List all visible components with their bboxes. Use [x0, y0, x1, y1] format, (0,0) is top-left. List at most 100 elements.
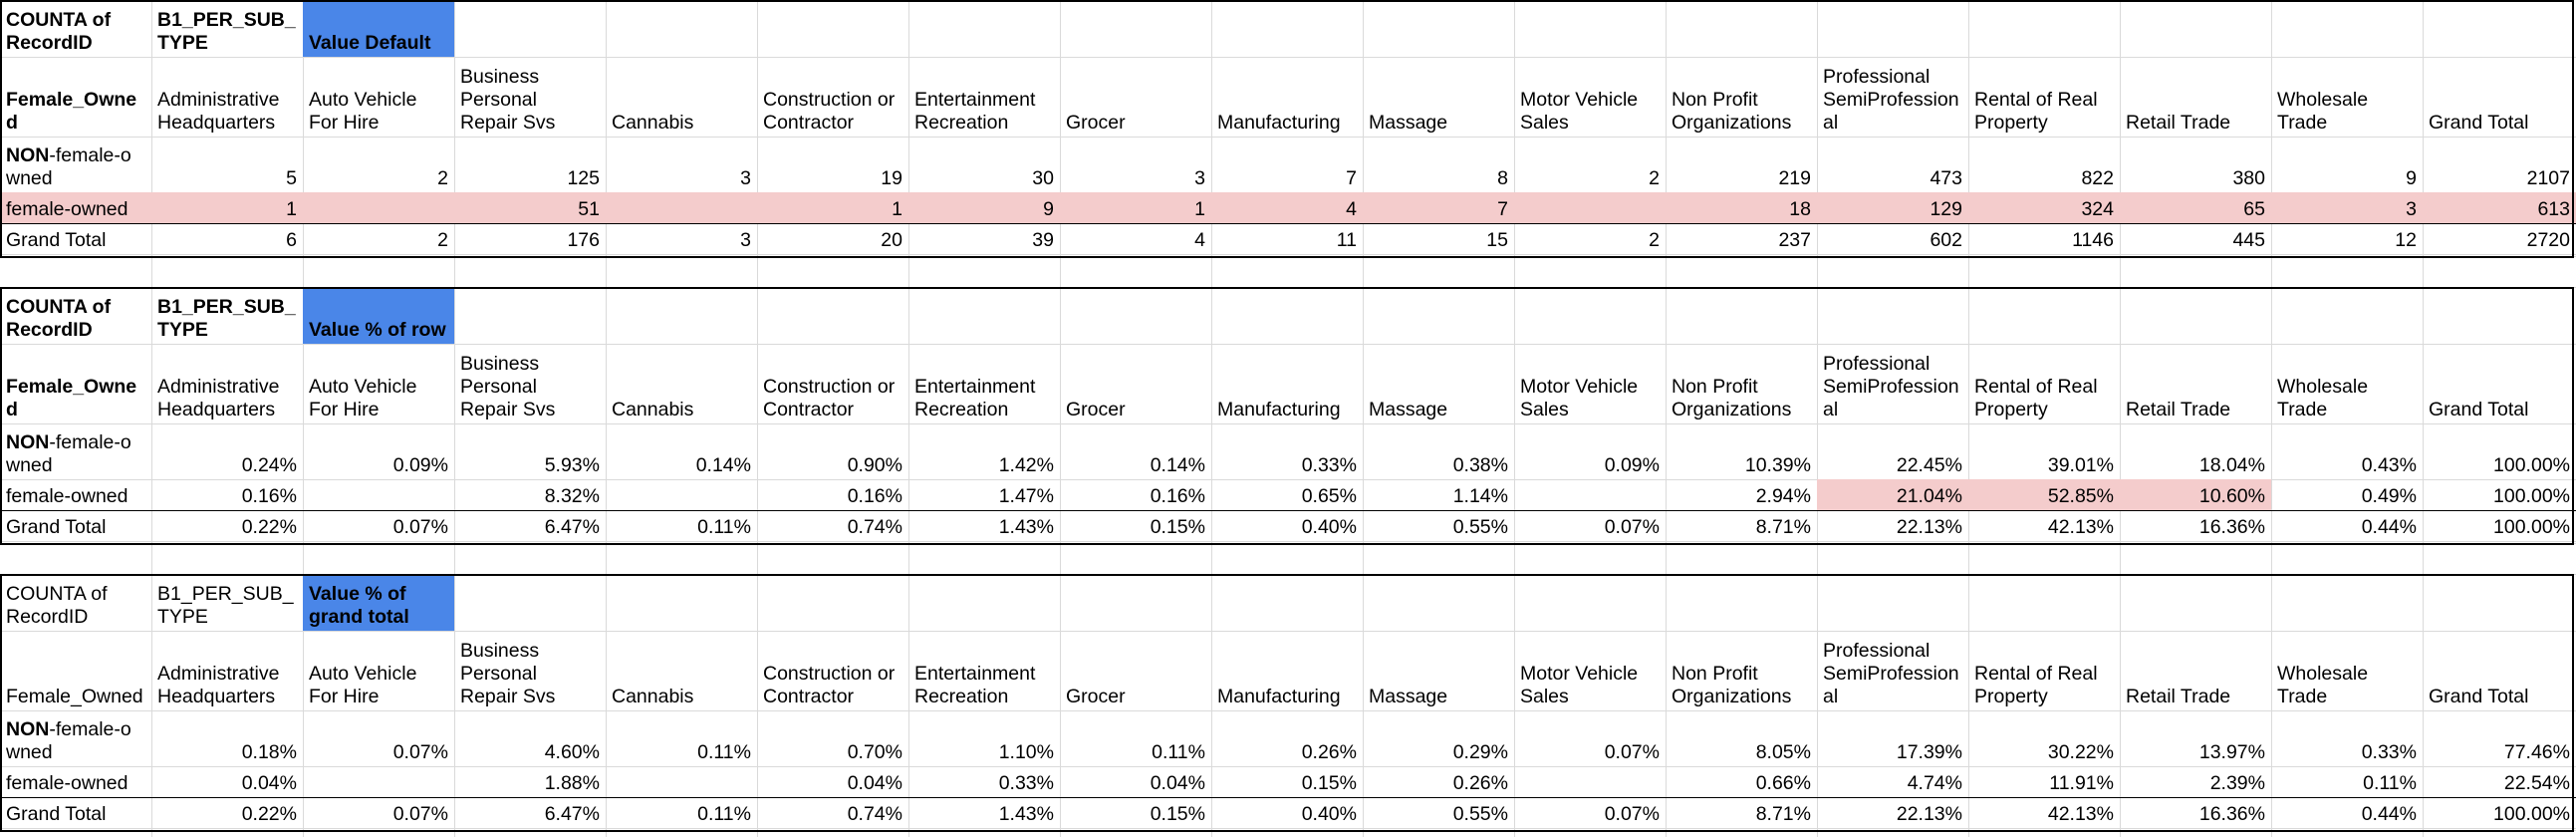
row-label[interactable]: NON-female-o wned — [0, 137, 151, 192]
value-cell[interactable]: 42.13% — [2047, 516, 2114, 538]
value-cell[interactable]: 0.07% — [1604, 516, 1660, 538]
value-cell[interactable]: 15 — [1486, 229, 1508, 251]
value-cell[interactable]: 100.00% — [2493, 454, 2570, 476]
row-label[interactable]: female-owned — [0, 766, 151, 797]
value-cell[interactable]: 10.39% — [1744, 454, 1811, 476]
column-header[interactable]: Retail Trade — [2126, 686, 2231, 707]
value-cell[interactable]: 2 — [437, 167, 448, 189]
value-cell[interactable]: 0.24% — [241, 454, 297, 476]
value-cell[interactable]: 0.90% — [847, 454, 902, 476]
column-header[interactable]: Auto Vehicle For Hire — [309, 376, 417, 420]
value-cell[interactable]: 12 — [2395, 229, 2417, 251]
column-header[interactable]: Grocer — [1066, 112, 1126, 134]
pivot-column-field[interactable]: B1_PER_SUB_ TYPE — [157, 9, 296, 54]
value-cell[interactable]: 22.45% — [1896, 454, 1962, 476]
value-cell[interactable]: 51 — [578, 198, 600, 220]
value-cell[interactable]: 176 — [567, 229, 600, 251]
value-cell[interactable]: 1 — [286, 198, 297, 220]
value-cell[interactable]: 237 — [1778, 229, 1811, 251]
column-header[interactable]: Non Profit Organizations — [1672, 89, 1792, 134]
value-cell[interactable]: 613 — [2537, 198, 2570, 220]
value-cell[interactable]: 2.39% — [2209, 772, 2265, 794]
pivot-row-field[interactable]: Female_Owne d — [6, 376, 137, 420]
value-cell[interactable]: 0.70% — [847, 741, 902, 763]
value-cell[interactable]: 2 — [1649, 167, 1660, 189]
row-label[interactable]: female-owned — [0, 192, 151, 223]
column-header[interactable]: Construction or Contractor — [763, 376, 896, 420]
value-cell[interactable]: 8 — [1497, 167, 1508, 189]
column-header[interactable]: Professional SemiProfession al — [1823, 640, 1959, 707]
value-cell[interactable]: 0.11% — [2363, 772, 2417, 794]
value-cell[interactable]: 0.40% — [1301, 516, 1357, 538]
column-header[interactable]: Motor Vehicle Sales — [1520, 663, 1639, 707]
value-cell[interactable]: 4.74% — [1907, 772, 1962, 794]
value-cell[interactable]: 8.05% — [1755, 741, 1811, 763]
value-cell[interactable]: 0.16% — [847, 485, 902, 507]
value-cell[interactable]: 473 — [1930, 167, 1962, 189]
value-cell[interactable]: 19 — [881, 167, 902, 189]
value-cell[interactable]: 0.26% — [1452, 772, 1508, 794]
pivot-value-type-header[interactable]: Value % of row — [303, 289, 454, 344]
value-cell[interactable]: 219 — [1778, 167, 1811, 189]
column-header[interactable]: Grand Total — [2429, 399, 2529, 420]
value-cell[interactable]: 6 — [286, 229, 297, 251]
value-cell[interactable]: 2 — [437, 229, 448, 251]
value-cell[interactable]: 822 — [2081, 167, 2114, 189]
value-cell[interactable]: 21.04% — [1896, 485, 1962, 507]
value-cell[interactable]: 0.33% — [998, 772, 1054, 794]
value-cell[interactable]: 602 — [1930, 229, 1962, 251]
value-cell[interactable]: 52.85% — [2047, 485, 2114, 507]
value-cell[interactable]: 42.13% — [2047, 803, 2114, 825]
value-cell[interactable]: 1.43% — [998, 803, 1054, 825]
value-cell[interactable]: 9 — [2406, 167, 2417, 189]
value-cell[interactable]: 0.07% — [392, 516, 448, 538]
column-header[interactable]: Manufacturing — [1217, 112, 1341, 134]
column-header[interactable]: Manufacturing — [1217, 686, 1341, 707]
column-header[interactable]: Construction or Contractor — [763, 663, 896, 707]
pivot-value-type-header[interactable]: Value Default — [303, 2, 454, 57]
column-header[interactable]: Entertainment Recreation — [914, 663, 1036, 707]
value-cell[interactable]: 0.14% — [695, 454, 751, 476]
value-cell[interactable]: 1.10% — [998, 741, 1054, 763]
value-cell[interactable]: 0.15% — [1150, 516, 1205, 538]
value-cell[interactable]: 1146 — [2072, 229, 2114, 251]
value-cell[interactable]: 0.11% — [697, 516, 751, 538]
value-cell[interactable]: 4 — [1346, 198, 1357, 220]
column-header[interactable]: Manufacturing — [1217, 399, 1341, 420]
value-cell[interactable]: 22.54% — [2503, 772, 2570, 794]
value-cell[interactable]: 0.44% — [2361, 516, 2417, 538]
value-cell[interactable]: 0.44% — [2361, 803, 2417, 825]
value-cell[interactable]: 100.00% — [2493, 803, 2570, 825]
column-header[interactable]: Retail Trade — [2126, 399, 2231, 420]
value-cell[interactable]: 3 — [2406, 198, 2417, 220]
value-cell[interactable]: 2.94% — [1755, 485, 1811, 507]
value-cell[interactable]: 8.32% — [544, 485, 600, 507]
value-cell[interactable]: 16.36% — [2198, 803, 2265, 825]
value-cell[interactable]: 0.55% — [1452, 516, 1508, 538]
column-header[interactable]: Business Personal Repair Svs — [460, 353, 556, 420]
value-cell[interactable]: 0.16% — [241, 485, 297, 507]
value-cell[interactable]: 39 — [1032, 229, 1054, 251]
value-cell[interactable]: 0.65% — [1301, 485, 1357, 507]
value-cell[interactable]: 0.11% — [1152, 741, 1205, 763]
pivot-row-field[interactable]: Female_Owned — [6, 686, 143, 707]
value-cell[interactable]: 0.09% — [1604, 454, 1660, 476]
row-label[interactable]: NON-female-o wned — [0, 710, 151, 766]
value-cell[interactable]: 1 — [1194, 198, 1205, 220]
value-cell[interactable]: 0.07% — [392, 803, 448, 825]
value-cell[interactable]: 0.74% — [847, 516, 902, 538]
pivot-corner-label[interactable]: COUNTA of RecordID — [6, 296, 112, 341]
value-cell[interactable]: 0.11% — [697, 803, 751, 825]
value-cell[interactable]: 0.09% — [392, 454, 448, 476]
value-cell[interactable]: 77.46% — [2503, 741, 2570, 763]
value-cell[interactable]: 0.15% — [1301, 772, 1357, 794]
value-cell[interactable]: 1.43% — [998, 516, 1054, 538]
value-cell[interactable]: 0.74% — [847, 803, 902, 825]
column-header[interactable]: Administrative Headquarters — [157, 89, 280, 134]
value-cell[interactable]: 125 — [567, 167, 600, 189]
column-header[interactable]: Business Personal Repair Svs — [460, 66, 556, 134]
value-cell[interactable]: 4.60% — [544, 741, 600, 763]
value-cell[interactable]: 18.04% — [2198, 454, 2265, 476]
column-header[interactable]: Retail Trade — [2126, 112, 2231, 134]
value-cell[interactable]: 0.04% — [847, 772, 902, 794]
